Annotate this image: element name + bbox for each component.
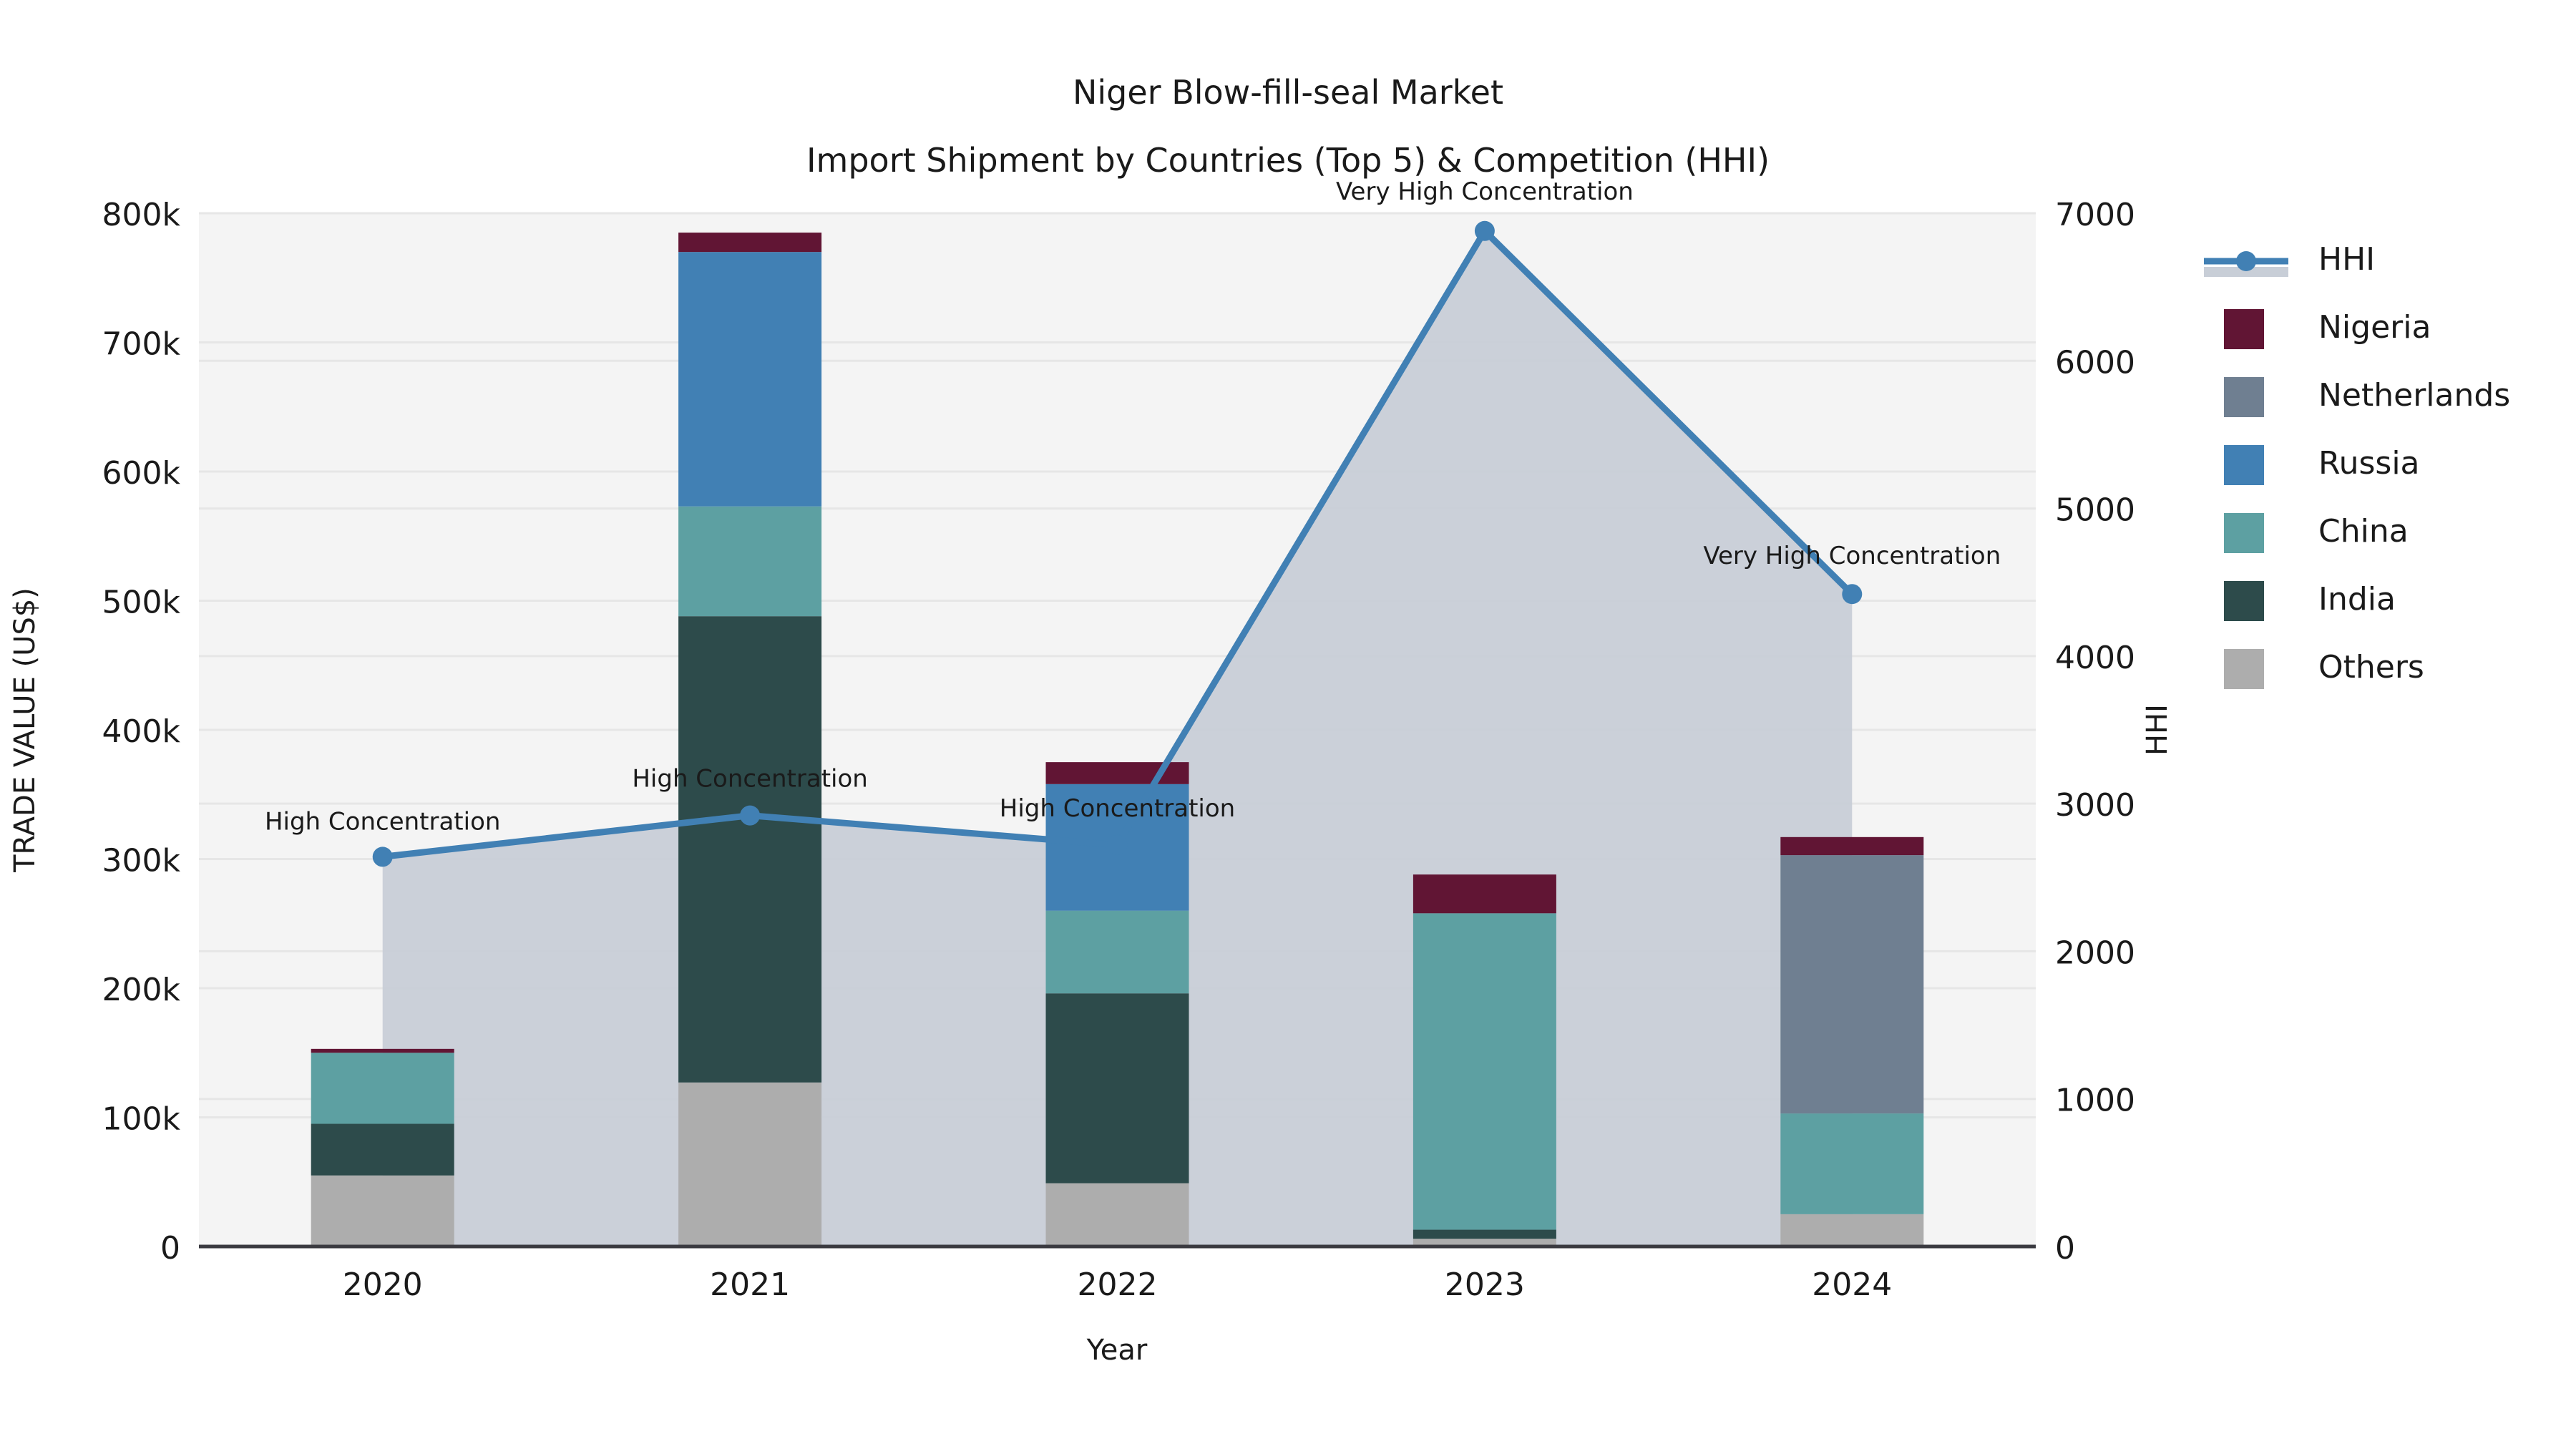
y-axis-tick-label: 700k [102, 326, 181, 363]
y2-axis-tick-label: 1000 [2055, 1083, 2135, 1119]
legend-item-china[interactable]: China [2224, 513, 2409, 553]
legend-color-swatch [2224, 513, 2264, 553]
y2-axis-ticks: 0 1000 2000 3000 4000 5000 6000 7000 [2055, 197, 2135, 1267]
legend-color-swatch [2224, 445, 2264, 485]
legend-color-swatch [2224, 649, 2264, 689]
y-axis-tick-label: 800k [102, 197, 181, 233]
bar-series-group [311, 233, 1924, 1246]
x-axis-tick-label: 2022 [1078, 1267, 1158, 1303]
y-axis-tick-label: 600k [102, 455, 181, 492]
hhi-marker-point[interactable] [1842, 584, 1863, 605]
y-axis-tick-label: 200k [102, 972, 181, 1008]
y-axis-tick-label: 500k [102, 585, 181, 621]
hhi-annotation-label: High Concentration [265, 807, 500, 836]
y2-axis-title: HHI [2141, 704, 2174, 756]
y-axis-ticks: 0 100k 200k 300k 400k 500k 600k 700k 800k [102, 197, 181, 1267]
y-axis-tick-label: 0 [160, 1230, 180, 1267]
legend-color-swatch [2224, 309, 2264, 349]
bar-segment-india[interactable] [678, 616, 822, 1083]
y-axis-tick-label: 400k [102, 713, 181, 750]
bar-stack-2020[interactable] [311, 1048, 454, 1246]
bar-segment-india[interactable] [1413, 1229, 1556, 1239]
legend-item-label: Netherlands [2318, 377, 2510, 414]
legend-area-swatch [2204, 267, 2288, 277]
bar-segment-others[interactable] [1045, 1183, 1189, 1246]
hhi-marker-point[interactable] [372, 847, 393, 867]
hhi-marker-point[interactable] [1474, 220, 1495, 241]
bar-segment-nigeria[interactable] [311, 1048, 454, 1053]
bar-segment-china[interactable] [1413, 913, 1556, 1230]
bar-segment-netherlands[interactable] [1780, 855, 1924, 1114]
legend[interactable]: HHI Nigeria Netherlands Russia China India Oth… [2204, 241, 2510, 689]
legend-item-india[interactable]: India [2224, 581, 2396, 621]
bar-segment-others[interactable] [1413, 1239, 1556, 1246]
bar-segment-china[interactable] [1045, 910, 1189, 994]
bar-segment-china[interactable] [1780, 1113, 1924, 1214]
bar-segment-nigeria[interactable] [678, 233, 822, 253]
legend-marker-swatch [2236, 251, 2256, 271]
bar-stack-2024[interactable] [1780, 836, 1924, 1246]
x-axis-title: Year [1086, 1334, 1148, 1367]
y2-axis-tick-label: 5000 [2055, 492, 2135, 529]
legend-color-swatch [2224, 377, 2264, 417]
bar-stack-2021[interactable] [678, 233, 822, 1246]
x-axis-tick-label: 2023 [1445, 1267, 1525, 1303]
hhi-annotation-label: High Concentration [632, 765, 867, 794]
bar-segment-china[interactable] [678, 506, 822, 617]
y-axis-tick-label: 100k [102, 1101, 181, 1138]
chart-subtitle: Import Shipment by Countries (Top 5) & C… [806, 141, 1770, 180]
hhi-annotation-label: Very High Concentration [1336, 177, 1634, 206]
bar-segment-others[interactable] [311, 1175, 454, 1246]
hhi-marker-point[interactable] [740, 805, 761, 826]
legend-item-label: Others [2318, 649, 2424, 686]
hhi-line-overlay [372, 220, 1863, 867]
hhi-marker-point[interactable] [1107, 834, 1128, 855]
legend-item-label: India [2318, 581, 2396, 618]
bar-segment-india[interactable] [1045, 993, 1189, 1184]
bar-segment-china[interactable] [311, 1053, 454, 1124]
legend-item-nigeria[interactable]: Nigeria [2224, 309, 2431, 349]
x-axis-ticks: 2020 2021 2022 2023 2024 [343, 1267, 1893, 1303]
y2-axis-tick-label: 0 [2055, 1230, 2075, 1267]
legend-item-label: Nigeria [2318, 309, 2431, 346]
bar-segment-nigeria[interactable] [1780, 836, 1924, 856]
legend-item-label: Russia [2318, 445, 2420, 482]
legend-item-label: HHI [2318, 241, 2375, 278]
y2-axis-tick-label: 6000 [2055, 344, 2135, 381]
bar-segment-india[interactable] [311, 1123, 454, 1176]
y-axis-title: TRADE VALUE (US$) [9, 587, 42, 873]
chart-title: Niger Blow-fill-seal Market [1073, 73, 1503, 112]
x-axis-tick-label: 2024 [1812, 1267, 1892, 1303]
bar-segment-others[interactable] [1780, 1214, 1924, 1246]
bar-stack-2023[interactable] [1413, 874, 1556, 1246]
bar-segment-others[interactable] [678, 1082, 822, 1246]
hhi-annotation-label: High Concentration [1000, 794, 1235, 823]
bar-segment-russia[interactable] [678, 252, 822, 507]
y2-axis-tick-label: 3000 [2055, 787, 2135, 824]
legend-item-russia[interactable]: Russia [2224, 445, 2420, 485]
legend-color-swatch [2224, 581, 2264, 621]
legend-item-label: China [2318, 513, 2409, 550]
y2-axis-tick-label: 2000 [2055, 935, 2135, 971]
hhi-annotation-label: Very High Concentration [1703, 542, 2001, 570]
y-axis-tick-label: 300k [102, 843, 181, 879]
bar-stack-2022[interactable] [1045, 762, 1189, 1246]
legend-item-others[interactable]: Others [2224, 649, 2424, 689]
bar-segment-nigeria[interactable] [1413, 874, 1556, 914]
x-axis-tick-label: 2020 [343, 1267, 423, 1303]
legend-item-hhi[interactable]: HHI [2204, 241, 2375, 278]
x-axis-tick-label: 2021 [710, 1267, 790, 1303]
legend-item-netherlands[interactable]: Netherlands [2224, 377, 2510, 417]
hhi-annotations: High Concentration High Concentration High… [265, 177, 2001, 836]
y2-axis-tick-label: 4000 [2055, 640, 2135, 676]
y2-axis-tick-label: 7000 [2055, 197, 2135, 233]
